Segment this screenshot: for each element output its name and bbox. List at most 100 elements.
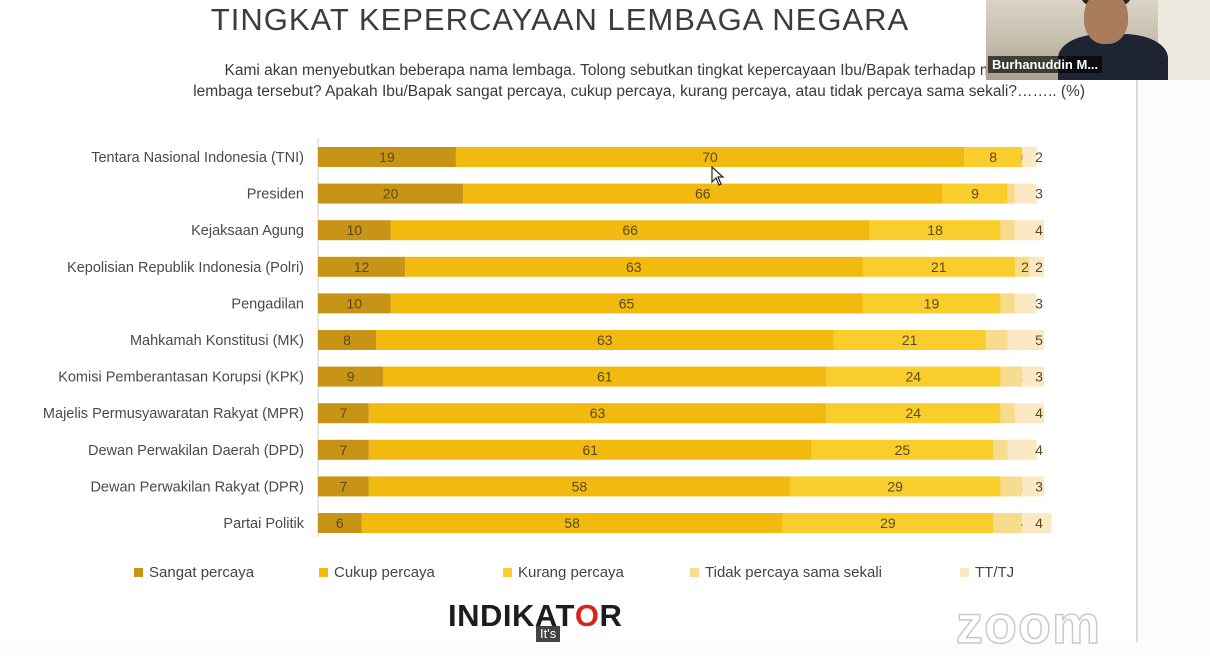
data-label: 8 — [989, 149, 997, 165]
data-label: 66 — [695, 186, 711, 202]
bar-segment — [1000, 293, 1015, 314]
data-label: 7 — [340, 442, 348, 458]
bar-segment — [368, 403, 827, 424]
data-label: 9 — [971, 186, 979, 202]
data-label: 6 — [336, 515, 344, 531]
legend-swatch — [690, 568, 699, 577]
data-label: 3 — [1035, 478, 1043, 494]
bar-segment — [1014, 403, 1044, 424]
bar-segment — [383, 366, 827, 387]
bar-segment — [318, 476, 369, 497]
data-label: 63 — [590, 405, 606, 421]
bar-segment — [1022, 366, 1044, 387]
video-person-head — [1084, 0, 1128, 44]
data-label: 58 — [564, 515, 580, 531]
data-label: 7 — [340, 478, 348, 494]
logo-text-o: O — [574, 598, 600, 633]
data-label: 63 — [597, 332, 613, 348]
bar-segment — [455, 147, 965, 167]
bar-segment — [405, 256, 863, 277]
participant-name-tag: Burhanuddin M... — [988, 56, 1103, 73]
legend-label: TT/TJ — [975, 564, 1015, 581]
bar-segment — [318, 147, 456, 167]
bar-segment — [826, 403, 1001, 424]
bar-segment — [1007, 330, 1044, 350]
bar-segment — [318, 366, 384, 387]
bar-segment — [1000, 220, 1015, 241]
question-line-1: Kami akan menyebutkan beberapa nama lemb… — [224, 62, 1085, 79]
category-label: Kejaksaan Agung — [191, 223, 304, 239]
data-label: 29 — [887, 478, 903, 494]
legend-label: Tidak percaya sama sekali — [705, 564, 883, 581]
data-label: 4 — [1035, 442, 1043, 458]
data-label: 61 — [582, 442, 598, 458]
data-label: 5 — [1035, 332, 1043, 348]
data-label: 19 — [924, 295, 940, 311]
bar-segment — [1007, 183, 1015, 204]
bar-segment — [318, 183, 464, 204]
data-label: 70 — [702, 149, 718, 165]
legend-item: Cukup percaya — [319, 564, 435, 581]
bar-segment — [862, 293, 1001, 314]
data-label: 20 — [383, 186, 399, 202]
bar-segment — [318, 330, 377, 350]
data-label: 24 — [906, 405, 922, 421]
data-label: 4 — [1035, 405, 1043, 421]
bar-segment — [964, 147, 1023, 167]
bar-segment — [1029, 256, 1044, 277]
bar-segment — [942, 183, 1008, 204]
category-label: Pengadilan — [231, 296, 304, 312]
bar-segment — [463, 183, 943, 204]
data-label: 21 — [931, 259, 947, 275]
bar-segment — [368, 439, 812, 460]
bar-segment — [368, 476, 790, 497]
participant-video-tile[interactable]: Burhanuddin M... — [986, 0, 1210, 80]
bar-segment — [826, 366, 1001, 387]
bar-segment — [833, 330, 986, 350]
data-label: 29 — [880, 515, 896, 531]
bar-segment — [782, 513, 994, 533]
category-label: Partai Politik — [223, 516, 304, 532]
bar-segment — [1000, 476, 1023, 497]
category-label: Dewan Perwakilan Daerah (DPD) — [88, 443, 304, 459]
bar-segment — [1014, 220, 1044, 241]
bar-segment — [318, 256, 406, 277]
legend-swatch — [319, 568, 328, 577]
data-label: 65 — [619, 295, 635, 311]
data-label: 3 — [1035, 186, 1043, 202]
bar-segment — [318, 513, 362, 533]
presentation-slide: TINGKAT KEPERCAYAAN LEMBAGA NEGARA Kami … — [42, 2, 1085, 642]
bar-segment — [862, 256, 1015, 277]
bar-segment — [390, 293, 863, 314]
bar-segment — [993, 513, 1023, 533]
bar-segment — [318, 439, 369, 460]
zoom-watermark: zoom — [955, 594, 1101, 656]
data-label: 58 — [572, 478, 588, 494]
data-label: 25 — [895, 442, 911, 458]
legend-item: TT/TJ — [960, 564, 1014, 581]
logo-text-b: R — [599, 598, 623, 633]
bar-segment — [1014, 256, 1030, 277]
bar-segment — [390, 220, 870, 241]
data-label: 4 — [1035, 222, 1043, 238]
bar-segment — [869, 220, 1001, 241]
data-label: 19 — [379, 149, 395, 165]
bar-segment — [318, 293, 391, 314]
legend-item: Kurang percaya — [503, 564, 624, 581]
stacked-bar-chart: Tentara Nasional Indonesia (TNI)1970802P… — [43, 138, 1052, 537]
category-label: Presiden — [247, 187, 304, 203]
bar-segment — [1014, 183, 1037, 204]
legend-item: Tidak percaya sama sekali — [690, 564, 882, 581]
data-label: 12 — [354, 259, 370, 275]
bar-segment — [1007, 439, 1037, 460]
bar-segment — [376, 330, 834, 350]
bar-segment — [318, 403, 369, 424]
data-label: 8 — [343, 332, 351, 348]
legend-swatch — [960, 568, 969, 577]
data-label: 63 — [626, 259, 642, 275]
slide-title: TINGKAT KEPERCAYAAN LEMBAGA NEGARA — [210, 2, 910, 37]
bar-segment — [361, 513, 783, 533]
bar-segment — [1022, 476, 1044, 497]
data-label: 21 — [902, 332, 918, 348]
data-label: 3 — [1035, 295, 1043, 311]
